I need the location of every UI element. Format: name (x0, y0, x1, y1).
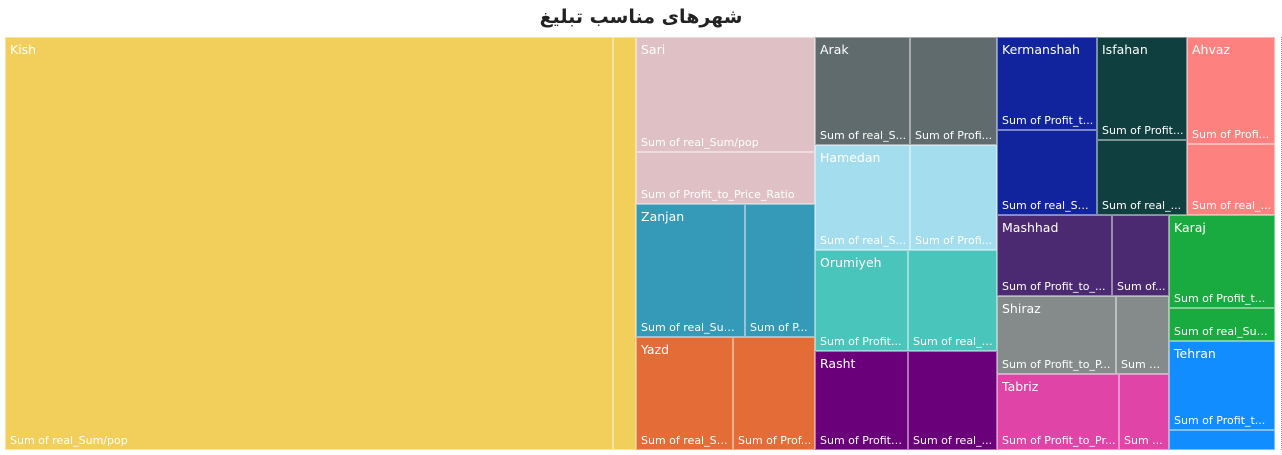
treemap-subcell-kish-2[interactable] (613, 37, 636, 450)
measure-label: Sum of real_... (1102, 199, 1182, 212)
treemap-subcell-zanjan-2[interactable]: Sum of P... (745, 204, 815, 337)
treemap-subcell-shiraz-1[interactable]: Sum of Profit_to_P... (997, 296, 1116, 374)
treemap-cell-kermanshah[interactable]: Sum of Profit_t... Sum of real_Su... Kerma… (997, 37, 1097, 215)
chart-title: شهرهای مناسب تبلیغ (539, 6, 743, 28)
treemap-subcell-kish-1[interactable]: Sum of real_Sum/pop (5, 37, 613, 450)
measure-label: Sum ... (1124, 434, 1163, 447)
treemap-subcell-mashhad-1[interactable]: Sum of Profit_to_... (997, 215, 1112, 296)
measure-label: Sum of real_Su... (1002, 199, 1094, 212)
measure-label: Sum of Profit_to_P... (1002, 358, 1111, 371)
treemap-subcell-kermanshah-2[interactable]: Sum of real_Su... (997, 130, 1097, 215)
treemap-subcell-tehran-1[interactable]: Sum of Profit_t... (1169, 341, 1275, 430)
measure-label: Sum of real_Sum/pop (10, 434, 128, 447)
measure-label: Sum of Profi... (915, 129, 993, 142)
measure-label: Sum of real_Sum... (641, 321, 742, 334)
treemap-subcell-sari-1[interactable]: Sum of real_Sum/pop (636, 37, 815, 152)
measure-label: Sum o... (1121, 358, 1166, 371)
treemap-cell-hamedan[interactable]: Sum of real_S... Sum of Profi... Hamedan (815, 145, 997, 250)
city-label: Arak (820, 42, 849, 57)
city-label: Tabriz (1002, 379, 1039, 394)
city-label: Mashhad (1002, 220, 1059, 235)
measure-label: Sum of P... (750, 321, 808, 334)
treemap-subcell-orumiyeh-2[interactable]: Sum of real_S... (908, 250, 997, 351)
city-label: Tehran (1174, 346, 1216, 361)
measure-label: Sum of... (1117, 280, 1166, 293)
measure-label: Sum of Profit_t... (1174, 414, 1266, 427)
measure-label: Sum of Profit... (1102, 124, 1184, 137)
treemap-subcell-isfahan-1[interactable]: Sum of Profit... (1097, 37, 1187, 140)
treemap-subcell-rasht-2[interactable]: Sum of real_... (908, 351, 997, 450)
city-label: Hamedan (820, 150, 881, 165)
treemap-subcell-zanjan-1[interactable]: Sum of real_Sum... (636, 204, 745, 337)
treemap-cell-orumiyeh[interactable]: Sum of Profit... Sum of real_S... Orumiyeh (815, 250, 997, 351)
treemap-cell-tehran[interactable]: Sum of Profit_t... Tehran (1169, 341, 1275, 450)
treemap-cell-kish[interactable]: Sum of real_Sum/pop Kish (5, 37, 636, 450)
measure-label: Sum of Profit_t... (1174, 292, 1266, 305)
measure-label: Sum of Profit_to_... (1002, 280, 1106, 293)
measure-label: Sum of real_S... (820, 129, 907, 142)
treemap-cell-tabriz[interactable]: Sum of Profit_to_Pr... Sum ... Tabriz (997, 374, 1169, 450)
measure-label: Sum of Prof... (738, 434, 812, 447)
measure-label: Sum of real_S... (820, 234, 907, 247)
treemap-cell-karaj[interactable]: Sum of Profit_t... Sum of real_Sum... Kara… (1169, 215, 1275, 341)
treemap-chart: Sum of real_Sum/pop Kish Sum of real_Sum/p… (5, 37, 1275, 450)
measure-label: Sum of Profit_t... (1002, 114, 1094, 127)
treemap-subcell-mashhad-2[interactable]: Sum of... (1112, 215, 1169, 296)
measure-label: Sum of real_Sum/pop (641, 136, 759, 149)
treemap-subcell-sari-2[interactable]: Sum of Profit_to_Price_Ratio (636, 152, 815, 204)
treemap-subcell-karaj-2[interactable]: Sum of real_Sum... (1169, 308, 1275, 341)
treemap-subcell-arak-1[interactable]: Sum of real_S... (815, 37, 910, 145)
city-label: Rasht (820, 356, 856, 371)
treemap-cell-mashhad[interactable]: Sum of Profit_to_... Sum of... Mashhad (997, 215, 1169, 296)
measure-label: Sum of Profit... (820, 335, 902, 348)
measure-label: Sum of real_S... (913, 335, 994, 348)
treemap-subcell-isfahan-2[interactable]: Sum of real_... (1097, 140, 1187, 215)
measure-label: Sum of Profit_... (820, 434, 905, 447)
treemap-subcell-hamedan-2[interactable]: Sum of Profi... (910, 145, 997, 250)
measure-label: Sum of Profit_to_Pr... (1002, 434, 1116, 447)
treemap-cell-arak[interactable]: Sum of real_S... Sum of Profi... Arak (815, 37, 997, 145)
treemap-subcell-hamedan-1[interactable]: Sum of real_S... (815, 145, 910, 250)
city-label: Sari (641, 42, 666, 57)
treemap-cell-sari[interactable]: Sum of real_Sum/pop Sum of Profit_to_Pric… (636, 37, 815, 204)
city-label: Shiraz (1002, 301, 1041, 316)
treemap-cell-yazd[interactable]: Sum of real_Su... Sum of Prof... Yazd (636, 337, 815, 450)
measure-label: Sum of Profit_to_Price_Ratio (641, 188, 795, 201)
treemap-subcell-kermanshah-1[interactable]: Sum of Profit_t... (997, 37, 1097, 130)
treemap-subcell-arak-2[interactable]: Sum of Profi... (910, 37, 997, 145)
city-label: Karaj (1174, 220, 1206, 235)
treemap-subcell-tehran-2[interactable] (1169, 430, 1275, 450)
treemap-subcell-yazd-2[interactable]: Sum of Prof... (733, 337, 815, 450)
treemap-subcell-orumiyeh-1[interactable]: Sum of Profit... (815, 250, 908, 351)
city-label: Zanjan (641, 209, 685, 224)
treemap-subcell-yazd-1[interactable]: Sum of real_Su... (636, 337, 733, 450)
city-label: Isfahan (1102, 42, 1148, 57)
measure-label: Sum of real_... (1192, 199, 1272, 212)
treemap-subcell-tabriz-2[interactable]: Sum ... (1119, 374, 1169, 450)
treemap-cell-zanjan[interactable]: Sum of real_Sum... Sum of P... Zanjan (636, 204, 815, 337)
measure-label: Sum of Profi... (1192, 128, 1270, 141)
measure-label: Sum of real_Su... (641, 434, 730, 447)
city-label: Kermanshah (1002, 42, 1080, 57)
treemap-cell-isfahan[interactable]: Sum of Profit... Sum of real_... Isfahan (1097, 37, 1187, 215)
city-label: Ahvaz (1192, 42, 1231, 57)
treemap-subcell-shiraz-2[interactable]: Sum o... (1116, 296, 1169, 374)
treemap-cell-shiraz[interactable]: Sum of Profit_to_P... Sum o... Shiraz (997, 296, 1169, 374)
treemap-subcell-rasht-1[interactable]: Sum of Profit_... (815, 351, 908, 450)
measure-label: Sum of real_Sum... (1174, 325, 1272, 338)
city-label: Kish (10, 42, 37, 57)
treemap-cell-rasht[interactable]: Sum of Profit_... Sum of real_... Rasht (815, 351, 997, 450)
measure-label: Sum of Profi... (915, 234, 993, 247)
treemap-subcell-tabriz-1[interactable]: Sum of Profit_to_Pr... (997, 374, 1119, 450)
treemap-cell-ahvaz[interactable]: Sum of Profi... Sum of real_... Ahvaz (1187, 37, 1275, 215)
city-label: Yazd (641, 342, 670, 357)
measure-label: Sum of real_... (913, 434, 993, 447)
treemap-subcell-karaj-1[interactable]: Sum of Profit_t... (1169, 215, 1275, 308)
city-label: Orumiyeh (820, 255, 882, 270)
treemap-subcell-ahvaz-1[interactable]: Sum of Profi... (1187, 37, 1275, 144)
treemap-subcell-ahvaz-2[interactable]: Sum of real_... (1187, 144, 1275, 215)
